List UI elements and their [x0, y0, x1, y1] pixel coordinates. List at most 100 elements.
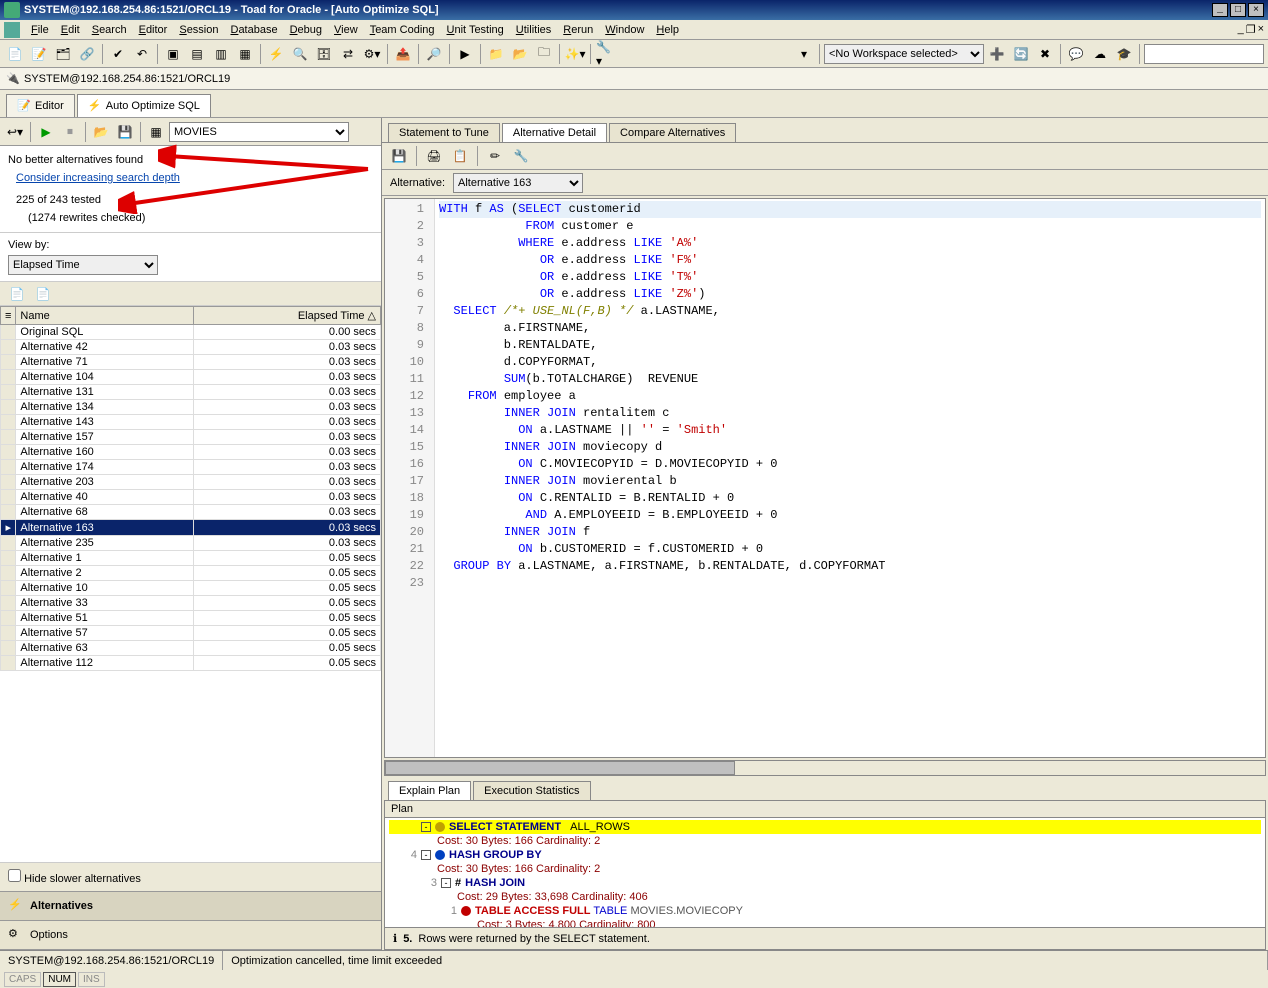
col-time-header[interactable]: Elapsed Time △ [193, 307, 380, 325]
new-icon[interactable]: 📄 [4, 43, 26, 65]
tool2-icon[interactable]: 🔧▾ [595, 43, 617, 65]
table-row[interactable]: Alternative 630.05 secs [1, 641, 381, 656]
window4-icon[interactable]: ▦ [234, 43, 256, 65]
plan-tab-explain-plan[interactable]: Explain Plan [388, 781, 471, 800]
workspace-refresh-icon[interactable]: 🔄 [1010, 43, 1032, 65]
copy-icon[interactable]: 📋 [449, 145, 471, 167]
table-row[interactable]: Alternative 420.03 secs [1, 340, 381, 355]
compare-icon[interactable]: ⇄ [337, 43, 359, 65]
workspace-add-icon[interactable]: ➕ [986, 43, 1008, 65]
save-icon[interactable]: 💾 [114, 121, 136, 143]
folder2-icon[interactable]: 📂 [509, 43, 531, 65]
menu-rerun[interactable]: Rerun [557, 22, 599, 38]
export-alts-icon[interactable]: 📄 [6, 283, 28, 305]
gear-icon[interactable]: ⚙▾ [361, 43, 383, 65]
plan-node[interactable]: Cost: 30 Bytes: 166 Cardinality: 2 [389, 862, 1261, 876]
menu-editor[interactable]: Editor [133, 22, 174, 38]
menu-edit[interactable]: Edit [55, 22, 86, 38]
stop-icon[interactable]: ⏹ [59, 121, 81, 143]
refresh-alts-icon[interactable]: 📄 [32, 283, 54, 305]
folder1-icon[interactable]: 📁 [485, 43, 507, 65]
rtab-compare-alternatives[interactable]: Compare Alternatives [609, 123, 736, 142]
table-row[interactable]: Alternative 510.05 secs [1, 611, 381, 626]
cloud-icon[interactable]: ☁ [1089, 43, 1111, 65]
alternative-selector[interactable]: Alternative 163 [453, 173, 583, 193]
plan-node[interactable]: 3-#HASH JOIN [389, 876, 1261, 890]
tab-auto-optimize-sql[interactable]: ⚡Auto Optimize SQL [77, 94, 211, 117]
rtab-alternative-detail[interactable]: Alternative Detail [502, 123, 607, 142]
tool1-icon[interactable]: ✨▾ [564, 43, 586, 65]
menu-debug[interactable]: Debug [284, 22, 328, 38]
menu-file[interactable]: File [25, 22, 55, 38]
format-icon[interactable]: 🔧 [510, 145, 532, 167]
close-button[interactable]: × [1248, 3, 1264, 17]
edit-icon[interactable]: ✏ [484, 145, 506, 167]
menu-help[interactable]: Help [650, 22, 685, 38]
plan-node[interactable]: 1TABLE ACCESS FULL TABLE MOVIES.MOVIECOP… [389, 904, 1261, 918]
search-icon[interactable]: 🔍 [289, 43, 311, 65]
hide-slower-label[interactable]: Hide slower alternatives [8, 873, 141, 885]
table-row[interactable]: Alternative 1740.03 secs [1, 460, 381, 475]
table-row[interactable]: Alternative 10.05 secs [1, 551, 381, 566]
schema-browser-icon[interactable]: 🗂 [52, 43, 74, 65]
plan-tree[interactable]: -SELECT STATEMENT ALL_ROWSCost: 30 Bytes… [385, 818, 1265, 927]
table-row[interactable]: Alternative 1040.03 secs [1, 370, 381, 385]
table-row[interactable]: Alternative 680.03 secs [1, 505, 381, 520]
hide-slower-checkbox[interactable] [8, 869, 21, 882]
window3-icon[interactable]: ▥ [210, 43, 232, 65]
table-row[interactable]: Alternative 1120.05 secs [1, 656, 381, 671]
plan-node[interactable]: -SELECT STATEMENT ALL_ROWS [389, 820, 1261, 834]
table-row[interactable]: ▸Alternative 1630.03 secs [1, 520, 381, 536]
accordion-options[interactable]: ⚙Options [0, 921, 381, 950]
sql-code[interactable]: WITH f AS (SELECT customerid FROM custom… [435, 199, 1265, 757]
menu-view[interactable]: View [328, 22, 364, 38]
run-optimize-icon[interactable]: ▶ [35, 121, 57, 143]
menu-team-coding[interactable]: Team Coding [364, 22, 441, 38]
save-detail-icon[interactable]: 💾 [388, 145, 410, 167]
menu-search[interactable]: Search [86, 22, 133, 38]
accordion-alternatives[interactable]: ⚡Alternatives [0, 892, 381, 921]
table-row[interactable]: Alternative 710.03 secs [1, 355, 381, 370]
rtab-statement-to-tune[interactable]: Statement to Tune [388, 123, 500, 142]
mdi-minimize-button[interactable]: _ [1238, 23, 1244, 36]
menu-database[interactable]: Database [224, 22, 283, 38]
find-icon[interactable]: 🔎 [423, 43, 445, 65]
table-row[interactable]: Alternative 1340.03 secs [1, 400, 381, 415]
mdi-restore-button[interactable]: ❐ [1246, 23, 1256, 36]
maximize-button[interactable]: □ [1230, 3, 1246, 17]
table-row[interactable]: Alternative 1430.03 secs [1, 415, 381, 430]
horizontal-scrollbar[interactable] [384, 760, 1266, 776]
row-indicator-header[interactable]: ≡ [1, 307, 16, 325]
sql-icon[interactable]: ⚡ [265, 43, 287, 65]
grid-icon[interactable]: ▦ [145, 121, 167, 143]
mdi-close-button[interactable]: × [1258, 23, 1264, 36]
window2-icon[interactable]: ▤ [186, 43, 208, 65]
workspace-delete-icon[interactable]: ✖ [1034, 43, 1056, 65]
table-row[interactable]: Alternative 1600.03 secs [1, 445, 381, 460]
workspace-selector[interactable]: <No Workspace selected> [824, 44, 984, 64]
col-name-header[interactable]: Name [16, 307, 193, 325]
table-row[interactable]: Alternative 400.03 secs [1, 490, 381, 505]
open-icon[interactable]: 📂 [90, 121, 112, 143]
export-icon[interactable]: 📤 [392, 43, 414, 65]
run-icon[interactable]: ▶ [454, 43, 476, 65]
table-row[interactable]: Alternative 330.05 secs [1, 596, 381, 611]
menu-utilities[interactable]: Utilities [510, 22, 557, 38]
table-row[interactable]: Original SQL0.00 secs [1, 325, 381, 340]
commit-icon[interactable]: ✔ [107, 43, 129, 65]
plan-node[interactable]: Cost: 29 Bytes: 33,698 Cardinality: 406 [389, 890, 1261, 904]
viewby-selector[interactable]: Elapsed Time [8, 255, 158, 275]
table-row[interactable]: Alternative 1310.03 secs [1, 385, 381, 400]
menu-session[interactable]: Session [173, 22, 224, 38]
dropdown-arrow-icon[interactable]: ▾ [793, 43, 815, 65]
menu-window[interactable]: Window [599, 22, 650, 38]
window1-icon[interactable]: ▣ [162, 43, 184, 65]
schema-selector[interactable]: MOVIES [169, 122, 349, 142]
table-row[interactable]: Alternative 2030.03 secs [1, 475, 381, 490]
chat-icon[interactable]: 💬 [1065, 43, 1087, 65]
plan-node[interactable]: Cost: 30 Bytes: 166 Cardinality: 2 [389, 834, 1261, 848]
plan-node[interactable]: 4-HASH GROUP BY [389, 848, 1261, 862]
menu-unit-testing[interactable]: Unit Testing [441, 22, 510, 38]
tab-editor[interactable]: 📝Editor [6, 94, 75, 117]
plan-node[interactable]: Cost: 3 Bytes: 4,800 Cardinality: 800 [389, 918, 1261, 927]
